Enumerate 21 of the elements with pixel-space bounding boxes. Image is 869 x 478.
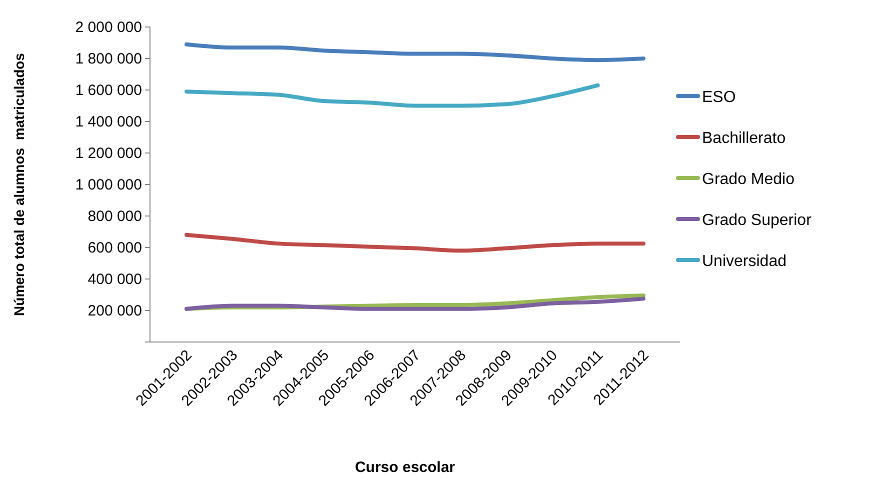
legend-label: Bachillerato (702, 130, 786, 147)
y-tick-label: 1 200 000 (75, 144, 142, 162)
y-tick-label: 800 000 (88, 208, 142, 225)
y-tick-label: 2 000 000 (75, 18, 142, 36)
line-series (184, 42, 646, 62)
line-series (184, 83, 600, 108)
y-tick-label: 1 600 000 (75, 82, 142, 99)
y-tick-label: 1 400 000 (75, 113, 142, 130)
legend-label: ESO (702, 89, 736, 106)
line-series (184, 232, 646, 253)
y-tick-label: 1 000 000 (75, 176, 142, 194)
y-tick-label: 200 000 (88, 302, 142, 320)
legend-label: Universidad (702, 253, 786, 270)
y-axis-title: Número total de alumnos matriculados (11, 52, 27, 316)
legend-label: Grado Superior (702, 212, 812, 229)
x-axis-title: Curso escolar (354, 459, 456, 476)
legend-label: Grado Medio (702, 171, 795, 188)
line-series (184, 296, 646, 311)
y-tick-label: 600 000 (88, 239, 142, 256)
y-tick-label: 1 800 000 (75, 50, 142, 68)
y-tick-label: 400 000 (88, 270, 142, 288)
